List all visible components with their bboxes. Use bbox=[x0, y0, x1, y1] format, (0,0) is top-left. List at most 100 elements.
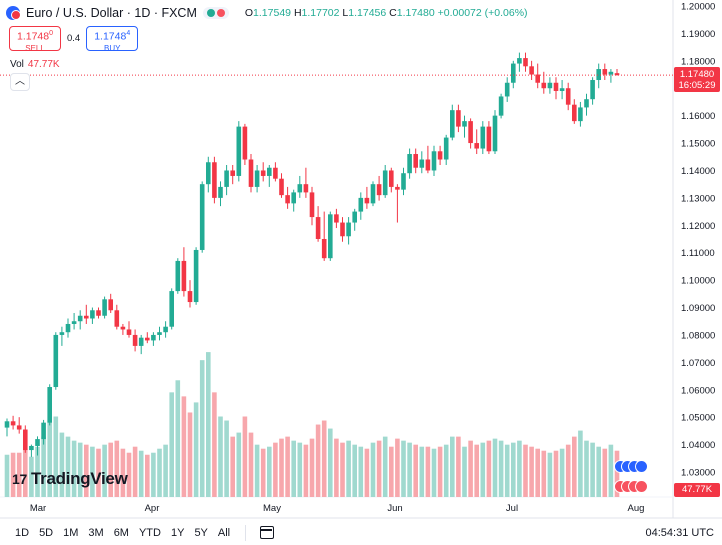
candle-body bbox=[303, 184, 309, 193]
timeframe-1y[interactable]: 1Y bbox=[170, 526, 185, 539]
market-status[interactable] bbox=[202, 7, 229, 19]
flag-group-usd[interactable] bbox=[614, 480, 648, 493]
candle-body bbox=[492, 115, 498, 152]
volume-bar bbox=[407, 442, 412, 497]
candle-body bbox=[187, 291, 193, 303]
flag-group-eur[interactable] bbox=[614, 460, 648, 473]
symbol-title[interactable]: Euro / U.S. Dollar · 1D · FXCM bbox=[26, 6, 197, 20]
high-value: 1.17702 bbox=[301, 7, 340, 19]
candle-body bbox=[90, 310, 95, 319]
utc-clock[interactable]: 04:54:31 UTC bbox=[645, 527, 714, 539]
volume-bar bbox=[35, 446, 40, 497]
candle-body bbox=[84, 315, 89, 319]
volume-bar bbox=[376, 440, 382, 497]
candle-body bbox=[431, 151, 437, 171]
volume-bar bbox=[572, 436, 577, 497]
volume-bar bbox=[260, 448, 266, 497]
volume-bar bbox=[364, 448, 370, 497]
volume-bar bbox=[474, 444, 479, 497]
candle-body bbox=[407, 154, 412, 174]
volume-bar bbox=[157, 448, 162, 497]
close-value: 1.17480 bbox=[396, 7, 435, 19]
candle-body bbox=[242, 126, 248, 160]
sell-price: 1.1748 bbox=[16, 30, 50, 43]
candle-body bbox=[236, 126, 242, 176]
price-tick-label: 1.15000 bbox=[681, 139, 715, 150]
candle-body bbox=[395, 186, 400, 190]
volume-bar bbox=[59, 432, 65, 497]
volume-bar bbox=[291, 440, 296, 497]
calendar-icon[interactable] bbox=[260, 526, 275, 539]
candle-body bbox=[547, 82, 553, 89]
price-tick-label: 1.12000 bbox=[681, 221, 715, 232]
price-tick-label: 1.19000 bbox=[681, 29, 715, 40]
volume-bar bbox=[328, 428, 333, 497]
timeframe-5d[interactable]: 5D bbox=[39, 526, 54, 539]
volume-bar bbox=[559, 448, 565, 497]
volume-bar bbox=[614, 450, 620, 497]
candle-body bbox=[29, 445, 34, 451]
volume-bar bbox=[267, 446, 272, 497]
last-price-value: 1.17480 bbox=[679, 69, 715, 80]
volume-bar bbox=[285, 436, 290, 497]
volume-bar bbox=[224, 420, 229, 497]
volume-bar bbox=[492, 438, 498, 497]
tradingview-logo[interactable]: 17 TradingView bbox=[12, 469, 128, 489]
candle-body bbox=[334, 214, 339, 223]
candle-body bbox=[315, 217, 321, 239]
timeframe-ytd[interactable]: YTD bbox=[138, 526, 161, 539]
candle-body bbox=[553, 82, 559, 91]
candle-body bbox=[382, 170, 388, 196]
tv-logo-icon: 17 bbox=[12, 471, 27, 487]
candle-body bbox=[145, 337, 150, 341]
price-tick-label: 1.08000 bbox=[681, 330, 715, 341]
candle-body bbox=[267, 167, 272, 176]
candle-body bbox=[340, 222, 345, 237]
price-chart[interactable]: 1.200001.190001.180001.170001.160001.150… bbox=[0, 0, 722, 520]
candle-body bbox=[468, 121, 473, 144]
volume-bar bbox=[120, 448, 126, 497]
timeframe-6m[interactable]: 6M bbox=[113, 526, 129, 539]
candle-body bbox=[511, 63, 516, 83]
buy-button[interactable]: 1.17484 BUY bbox=[86, 26, 139, 53]
currency-flag-icon bbox=[6, 6, 21, 20]
timeframe-all[interactable]: All bbox=[217, 526, 231, 539]
volume-bar bbox=[84, 444, 89, 497]
candle-body bbox=[584, 99, 589, 108]
volume-price-tag: 47.77K bbox=[674, 483, 720, 497]
volume-bar bbox=[77, 442, 83, 497]
volume-legend[interactable]: Vol 47.77K bbox=[10, 59, 60, 70]
volume-bar bbox=[47, 420, 52, 497]
candle-body bbox=[181, 260, 187, 292]
candle-body bbox=[206, 162, 211, 185]
volume-bar bbox=[321, 420, 327, 497]
candle-body bbox=[565, 88, 571, 105]
volume-bar bbox=[413, 444, 418, 497]
trade-panel: 1.17480 SELL 0.4 1.17484 BUY bbox=[9, 26, 139, 53]
candle-body bbox=[71, 321, 77, 324]
timeframe-3m[interactable]: 3M bbox=[88, 526, 104, 539]
volume-bar bbox=[382, 436, 388, 497]
volume-bar bbox=[151, 452, 156, 497]
timeframe-1d[interactable]: 1D bbox=[15, 526, 30, 539]
open-value: 1.17549 bbox=[253, 7, 292, 19]
volume-bar bbox=[547, 452, 553, 497]
timeframe-1m[interactable]: 1M bbox=[63, 526, 79, 539]
volume-bar bbox=[450, 436, 455, 497]
timeframe-5y[interactable]: 5Y bbox=[194, 526, 208, 539]
candle-body bbox=[23, 429, 28, 451]
chevron-up-icon[interactable]: ︿ bbox=[10, 73, 30, 91]
volume-bar bbox=[65, 436, 71, 497]
currency-flag-icon bbox=[635, 480, 648, 493]
sell-button[interactable]: 1.17480 SELL bbox=[9, 26, 61, 53]
candle-body bbox=[517, 58, 522, 64]
volume-bar bbox=[565, 444, 571, 497]
volume-bar bbox=[10, 452, 16, 497]
candle-body bbox=[77, 315, 83, 322]
timeframe-toolbar: 1D 5D 1M 3M 6M YTD 1Y 5Y All bbox=[0, 520, 722, 545]
volume-bar bbox=[248, 432, 254, 497]
candle-body bbox=[47, 387, 52, 423]
volume-bar bbox=[437, 446, 443, 497]
candle-body bbox=[608, 71, 614, 75]
volume-bar bbox=[553, 450, 559, 497]
